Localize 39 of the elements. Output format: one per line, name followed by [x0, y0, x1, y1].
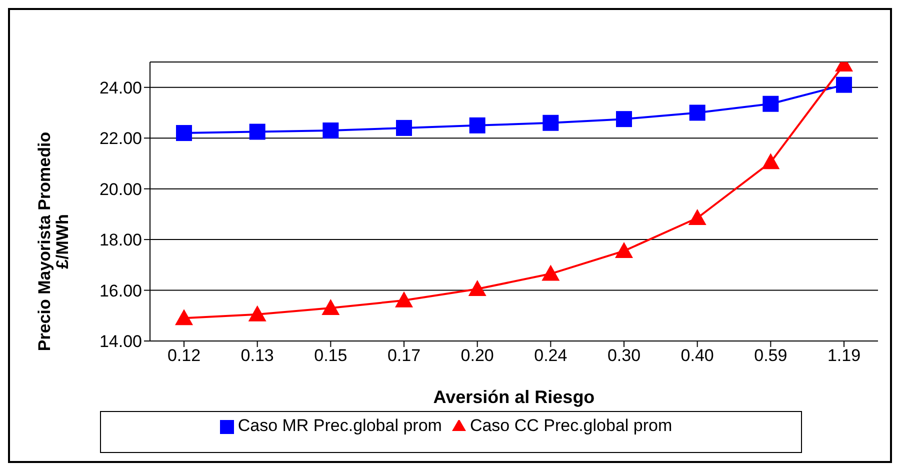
point: [175, 309, 193, 326]
point: [322, 299, 340, 316]
legend-label: Caso CC Prec.global prom: [470, 416, 672, 435]
point: [468, 280, 486, 296]
point: [249, 124, 266, 140]
y-axis-title: Precio Mayorista Promedio £/MWh: [35, 132, 72, 352]
y-tick-label: 24.00: [99, 78, 142, 98]
point: [469, 117, 486, 134]
x-axis-title: Aversión al Riesgo: [433, 387, 595, 407]
y-tick-label: 20.00: [99, 180, 142, 199]
point: [762, 96, 779, 112]
x-tick-label: 0.12: [167, 346, 201, 366]
x-tick-label: 0.20: [460, 346, 494, 366]
point: [762, 153, 780, 170]
x-tick-label: 1.19: [827, 346, 861, 366]
point: [396, 120, 412, 136]
point: [248, 305, 266, 322]
y-tick-label: 22.00: [99, 129, 142, 148]
x-tick-label: 0.40: [680, 346, 714, 366]
point: [836, 76, 852, 93]
x-tick-label: 0.13: [240, 346, 274, 366]
point: [616, 111, 632, 128]
y-tick-label: 14.00: [99, 332, 142, 352]
point: [688, 208, 706, 225]
point: [176, 125, 192, 142]
point: [322, 122, 339, 138]
y-tick-label: 18.00: [99, 230, 142, 250]
x-tick-label: 0.30: [607, 346, 641, 366]
y-tick-label: 16.00: [99, 281, 142, 300]
x-tick-label: 0.17: [387, 346, 421, 366]
point: [689, 104, 706, 121]
x-tick-label: 0.15: [314, 346, 348, 366]
point: [542, 264, 560, 281]
point: [542, 114, 559, 131]
legend-label: Caso MR Prec.global prom: [238, 416, 442, 435]
point: [615, 242, 633, 258]
x-tick-label: 0.59: [754, 346, 788, 366]
point: [395, 291, 413, 308]
x-tick-label: 0.24: [534, 346, 568, 366]
